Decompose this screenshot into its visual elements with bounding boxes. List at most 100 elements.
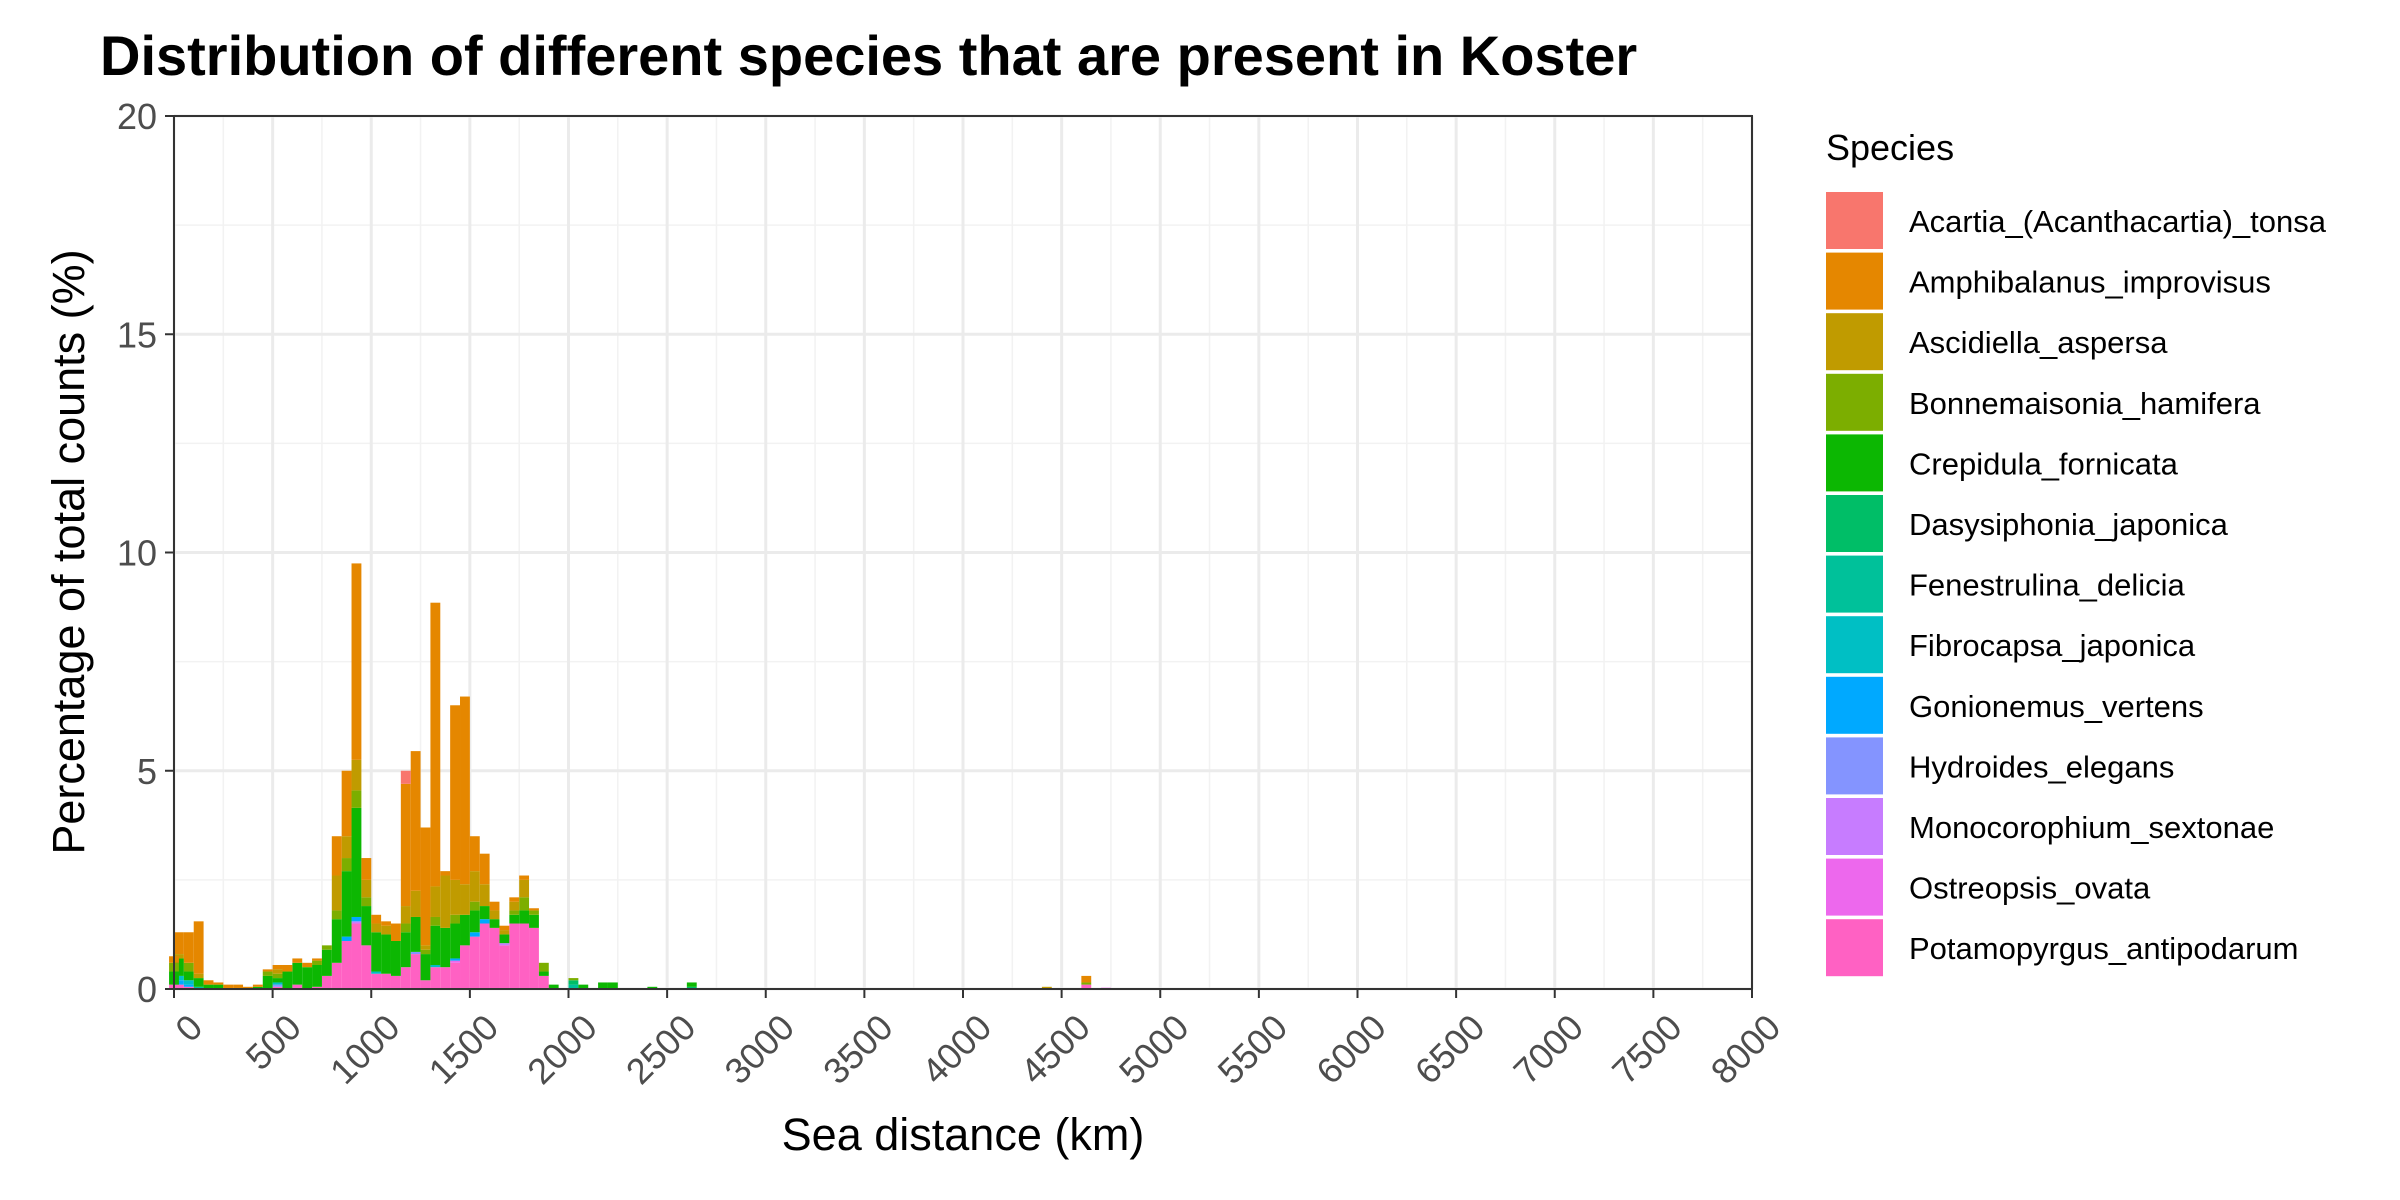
bar-segment — [509, 914, 520, 924]
bar-segment — [440, 967, 451, 989]
bar-segment — [183, 986, 194, 989]
bar-segment — [450, 705, 461, 880]
bar-segment — [193, 973, 204, 979]
bar-segment — [381, 921, 391, 926]
bar-segment — [371, 973, 382, 989]
bar-segment — [479, 919, 490, 924]
bar-segment — [193, 986, 204, 989]
bar-segment — [321, 945, 332, 950]
bar-segment — [1081, 982, 1092, 985]
legend-swatch — [1826, 495, 1883, 552]
bar-segment — [489, 919, 500, 928]
bar-segment — [489, 927, 500, 989]
bar-segment — [1081, 984, 1092, 989]
legend-label: Hydroides_elegans — [1909, 749, 2174, 784]
bar-segment — [647, 986, 658, 989]
bar-segment — [479, 906, 490, 920]
bar-segment — [341, 936, 352, 941]
bar-segment — [213, 982, 224, 985]
bar-segment — [361, 879, 372, 898]
bar-segment — [686, 982, 697, 987]
bar-segment — [479, 853, 490, 885]
legend-label: Ostreopsis_ovata — [1909, 871, 2151, 906]
y-axis: 0 5 10 15 20 — [117, 96, 174, 1010]
bar-segment — [381, 973, 391, 989]
bar-segment — [312, 958, 322, 961]
legend-swatch — [1826, 252, 1883, 310]
legend-swatch — [1826, 192, 1883, 249]
bar-segment — [420, 980, 431, 989]
bar-segment — [568, 978, 579, 981]
bar-segment — [460, 914, 470, 946]
bar-segment — [371, 932, 382, 972]
bar-segment — [519, 897, 530, 911]
legend-swatch — [1826, 373, 1883, 431]
bar-segment — [529, 914, 539, 928]
bar-segment — [262, 969, 273, 972]
bar-segment — [420, 945, 431, 950]
y-tick-label: 0 — [137, 969, 157, 1010]
legend-swatch — [1826, 919, 1883, 977]
bar-segment — [272, 969, 283, 974]
chart-title: Distribution of different species that a… — [100, 24, 1637, 87]
bar-segment — [233, 984, 244, 989]
bar-segment — [607, 982, 618, 989]
bar-segment — [460, 884, 470, 915]
bar-segment — [400, 770, 411, 784]
bar-segment — [410, 890, 421, 917]
bar-segment — [460, 696, 470, 885]
bar-segment — [183, 980, 194, 985]
bar-segment — [361, 858, 372, 880]
bar-segment — [243, 986, 253, 989]
bar-segment — [450, 879, 461, 915]
bar-segment — [361, 897, 372, 907]
bar-segment — [430, 967, 441, 989]
bar-segment — [213, 984, 224, 989]
bar-segment — [430, 602, 441, 887]
bar-segment — [598, 982, 608, 989]
bar-segment — [390, 975, 401, 989]
bar-segment — [538, 971, 549, 976]
bar-segment — [529, 910, 539, 915]
legend-label: Gonionemus_vertens — [1909, 689, 2204, 724]
bar-segment — [321, 975, 332, 989]
bar-segment — [183, 984, 194, 987]
bar-segment — [479, 923, 490, 989]
bar-segment — [272, 973, 283, 979]
bar-segment — [292, 984, 303, 989]
y-axis-label: Percentage of total counts (%) — [43, 249, 94, 854]
legend-label: Amphibalanus_improvisus — [1909, 265, 2271, 300]
y-tick-label: 20 — [117, 96, 157, 137]
bar-segment — [341, 836, 352, 859]
bar-segment — [400, 783, 411, 907]
legend-label: Ascidiella_aspersa — [1909, 325, 2168, 360]
legend-swatch — [1826, 313, 1883, 371]
bar-segment — [450, 958, 461, 961]
bar-segment — [341, 871, 352, 937]
bar-segment — [351, 807, 362, 917]
legend-swatch — [1826, 737, 1883, 795]
bar-segment — [312, 986, 322, 989]
bar-segment — [450, 962, 461, 989]
bar-segment — [410, 916, 421, 952]
bar-segment — [312, 964, 322, 987]
legend-label: Fenestrulina_delicia — [1909, 568, 2185, 603]
bar-segment — [686, 986, 697, 989]
bar-segment — [371, 971, 382, 974]
legend-swatch — [1826, 616, 1883, 674]
bar-segment — [351, 921, 362, 924]
bar-segment — [460, 945, 470, 989]
legend-swatch — [1826, 798, 1883, 855]
bar-segment — [499, 934, 510, 944]
bar-segment — [361, 945, 372, 989]
bar-segment — [430, 925, 441, 965]
bar-segment — [499, 925, 510, 931]
bar-segment — [410, 951, 421, 955]
bar-segment — [400, 923, 411, 933]
bar-segment — [400, 906, 411, 924]
bar-segment — [390, 940, 401, 976]
bar-segment — [282, 971, 293, 989]
bar-segment — [509, 897, 520, 902]
bar-segment — [381, 925, 391, 935]
